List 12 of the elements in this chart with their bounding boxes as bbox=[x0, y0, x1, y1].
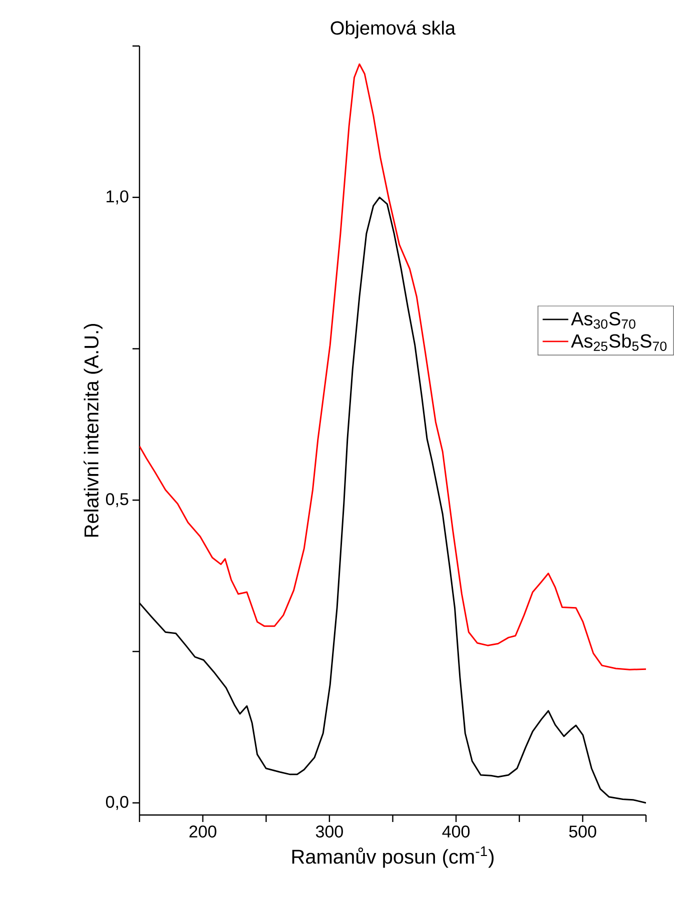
x-tick-label: 200 bbox=[189, 826, 216, 838]
x-tick-label: 400 bbox=[442, 826, 470, 838]
y-tick-label: 1,0 bbox=[106, 190, 128, 204]
chart-title: Objemová skla bbox=[330, 20, 456, 38]
y-tick-label: 0,0 bbox=[106, 796, 128, 810]
legend-label: As$_{30}$S$_{70}$ bbox=[571, 312, 636, 329]
y-axis-title: Relativní intenzita (A.U.) bbox=[84, 324, 102, 537]
legend-label: As$_{25}$Sb$_{5}$S$_{70}$ bbox=[571, 334, 667, 351]
x-axis-title: Ramanův posun (cm$^{-1}$) bbox=[292, 846, 494, 868]
x-tick-label: 300 bbox=[316, 826, 343, 838]
x-tick-label: 500 bbox=[569, 826, 596, 838]
y-tick-label: 0,5 bbox=[106, 493, 128, 508]
